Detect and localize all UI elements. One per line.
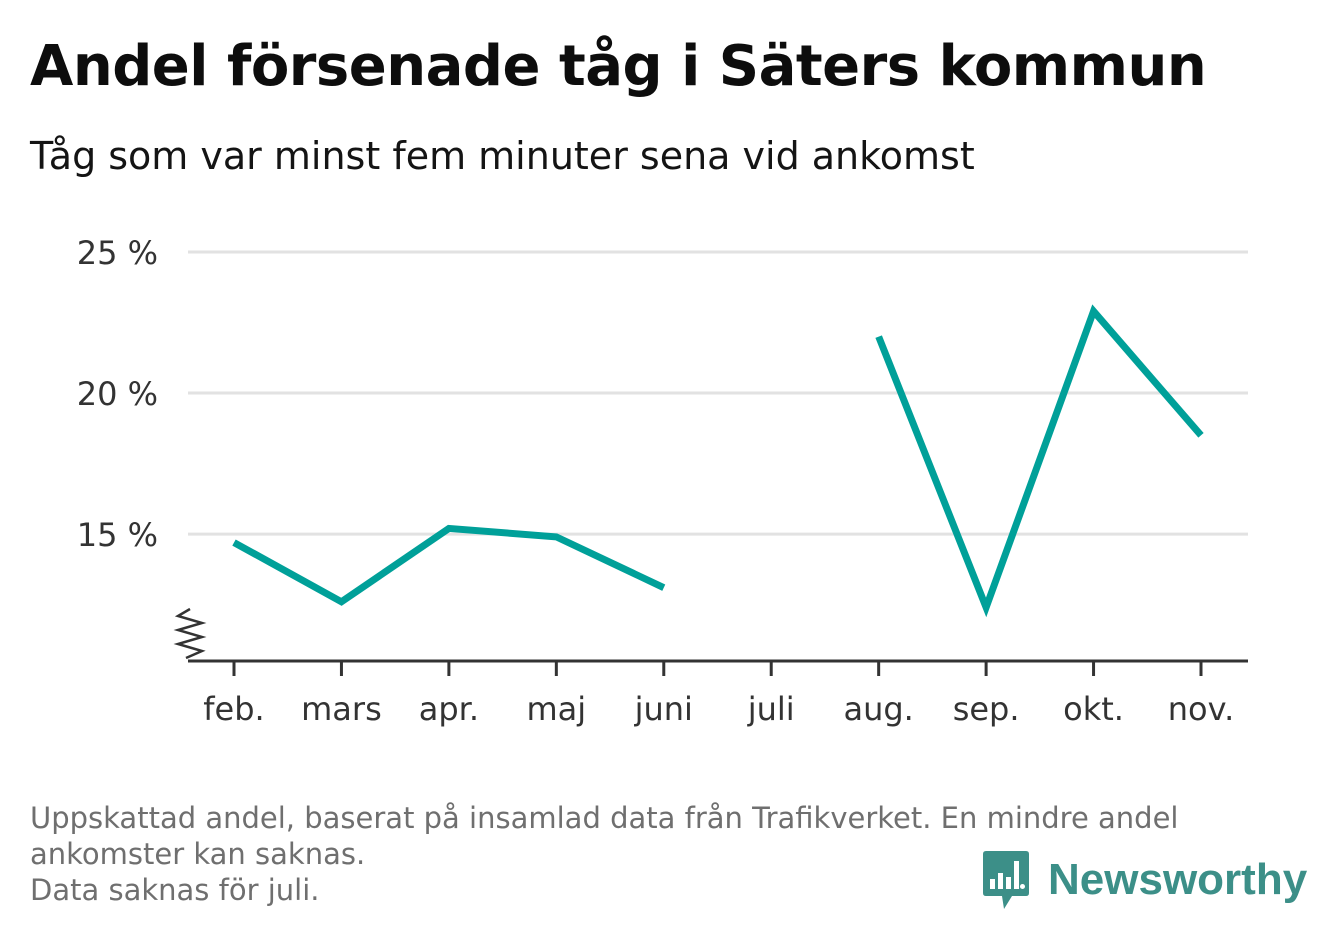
footnote-line-2: ankomster kan saknas.: [30, 837, 366, 871]
footnote: Uppskattad andel, baserat på insamlad da…: [30, 800, 1290, 908]
brand: Newsworthy: [982, 848, 1307, 912]
x-tick-label-5: juli: [747, 690, 795, 728]
x-tick-label-8: okt.: [1063, 690, 1124, 728]
y-axis-ticks: 15 % 20 % 25 %: [77, 234, 158, 554]
y-tick-label-25: 25 %: [77, 234, 158, 272]
y-axis-break-icon: [173, 607, 207, 660]
series-line-segment-0: [232, 524, 666, 606]
x-tick-label-6: aug.: [843, 690, 913, 728]
chart-subtitle: Tåg som var minst fem minuter sena vid a…: [30, 134, 975, 178]
footnote-line-3: Data saknas för juli.: [30, 873, 320, 907]
gridlines: [188, 250, 1248, 536]
x-tick-label-7: sep.: [953, 690, 1020, 728]
chart-title: Andel försenade tåg i Säters kommun: [30, 34, 1207, 99]
x-tick-label-9: nov.: [1168, 690, 1234, 728]
x-tick-label-1: mars: [301, 690, 382, 728]
series-lines: [232, 304, 1204, 618]
x-tick-label-0: feb.: [203, 690, 264, 728]
x-tick-label-2: apr.: [419, 690, 479, 728]
y-tick-label-20: 20 %: [77, 375, 158, 413]
x-tick-label-3: maj: [526, 690, 586, 728]
x-tick-label-4: juni: [634, 690, 693, 728]
newsworthy-logo-icon: [983, 851, 1029, 909]
series-line-segment-1: [875, 304, 1204, 618]
footnote-line-1: Uppskattad andel, baserat på insamlad da…: [30, 801, 1179, 835]
x-axis: [173, 607, 1248, 663]
y-tick-label-15: 15 %: [77, 516, 158, 554]
x-axis-ticks: feb. mars apr. maj juni juli aug. sep. okt. nov.: [203, 661, 1234, 728]
brand-name: Newsworthy: [1048, 855, 1308, 904]
